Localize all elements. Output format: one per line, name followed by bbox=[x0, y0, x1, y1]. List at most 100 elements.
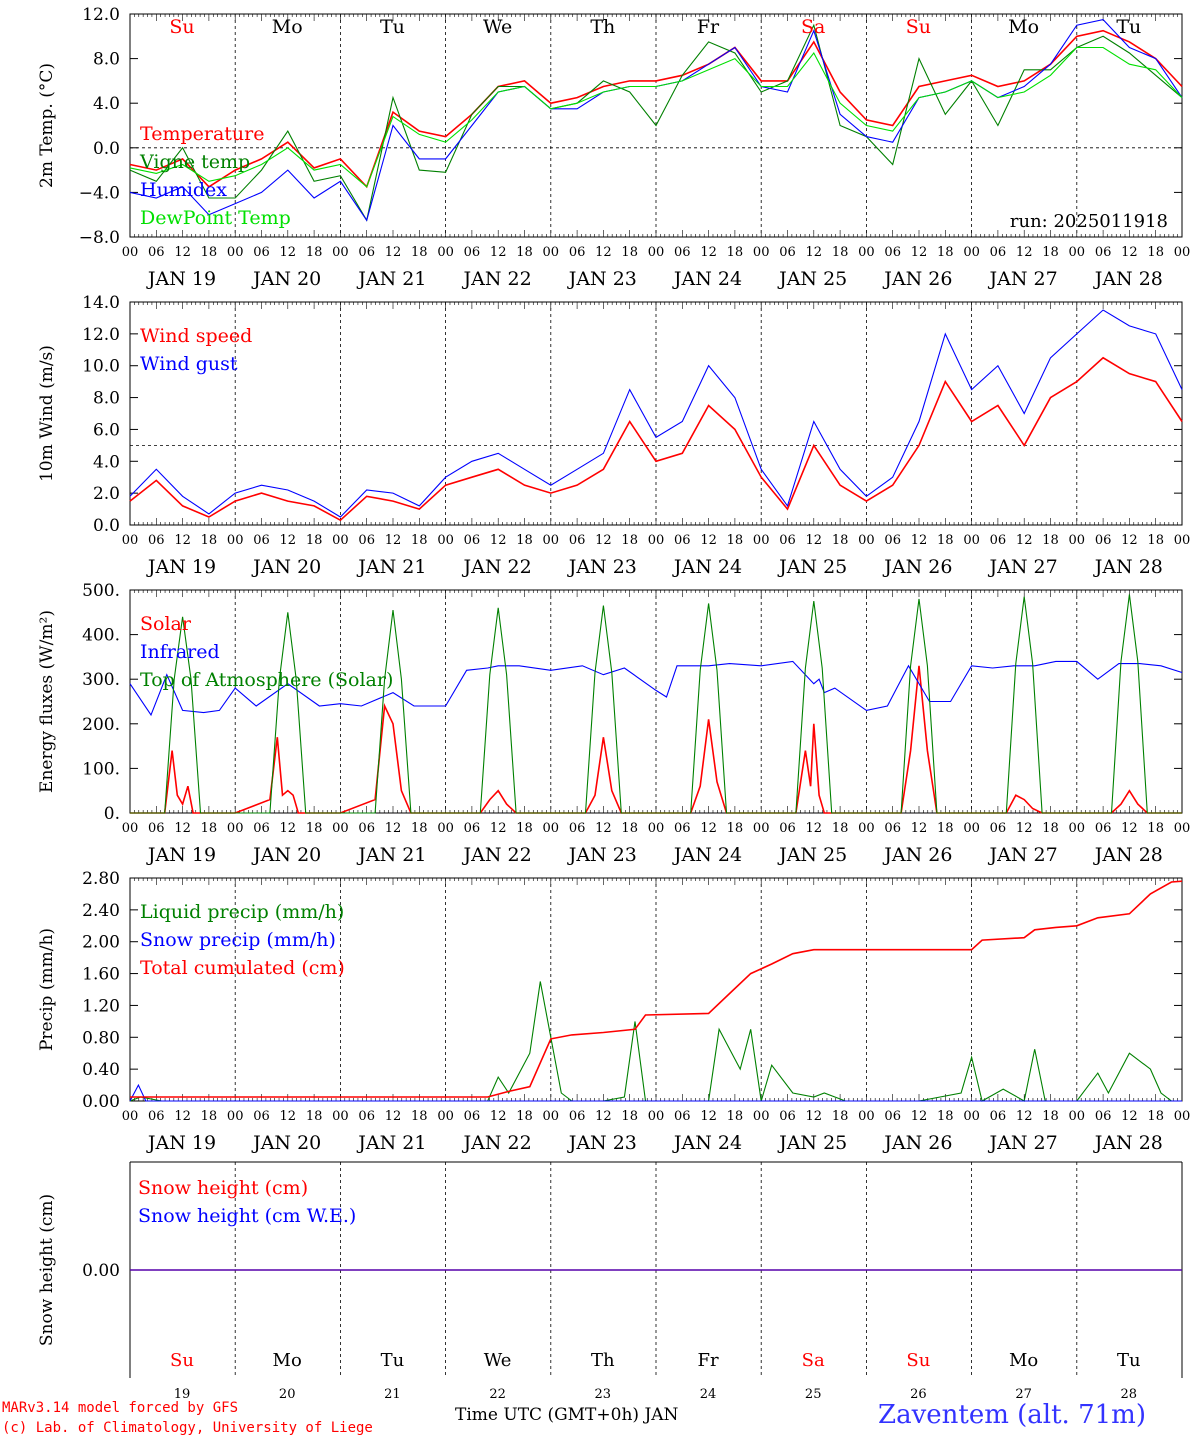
hour-tick-label: 00 bbox=[963, 245, 980, 260]
hour-tick-label: 18 bbox=[201, 245, 218, 260]
hour-tick-label: 06 bbox=[779, 533, 796, 548]
y-tick-label: 0.40 bbox=[82, 1060, 120, 1080]
y-axis-title: Snow height (cm) bbox=[37, 1194, 57, 1346]
date-label: JAN 25 bbox=[777, 556, 847, 578]
weekday-label: Th bbox=[590, 16, 615, 38]
hour-tick-label: 12 bbox=[490, 533, 507, 548]
legend-entry: Snow height (cm) bbox=[138, 1177, 308, 1199]
date-label: JAN 19 bbox=[146, 556, 216, 578]
weekday-label: Th bbox=[591, 1350, 615, 1371]
weekday-label: Mo bbox=[273, 1350, 302, 1371]
hour-tick-label: 18 bbox=[727, 1109, 744, 1124]
y-tick-label: 8.0 bbox=[93, 389, 120, 409]
date-label: JAN 27 bbox=[988, 1132, 1058, 1154]
hour-tick-label: 00 bbox=[543, 1109, 560, 1124]
y-tick-label: 0.00 bbox=[82, 1261, 120, 1281]
chart-panel-2: 14.0 12.0 10.0 8.0 6.0 4.0 2.0 0.0 10m Wind (m/s… bbox=[37, 293, 1190, 578]
date-label: JAN 23 bbox=[567, 268, 637, 290]
hour-tick-label: 18 bbox=[937, 533, 954, 548]
hour-tick-label: 00 bbox=[858, 821, 875, 836]
hour-tick-label: 06 bbox=[148, 1109, 165, 1124]
hour-tick-label: 00 bbox=[753, 1109, 770, 1124]
hour-tick-label: 06 bbox=[569, 245, 586, 260]
hour-tick-label: 06 bbox=[884, 1109, 901, 1124]
hour-tick-label: 12 bbox=[1121, 533, 1138, 548]
date-label: JAN 27 bbox=[988, 844, 1058, 866]
plot-frame bbox=[129, 589, 1183, 814]
hour-tick-label: 18 bbox=[937, 1109, 954, 1124]
chart-panel-3: 500. 400. 300. 200. 100. 0. Energy fluxes (W/m… bbox=[37, 581, 1190, 866]
hour-tick-label: 00 bbox=[543, 245, 560, 260]
hour-tick-label: 06 bbox=[358, 1109, 375, 1124]
hour-tick-label: 18 bbox=[1042, 821, 1059, 836]
hour-tick-label: 12 bbox=[700, 533, 717, 548]
hour-tick-label: 18 bbox=[306, 533, 323, 548]
series-line-2 bbox=[129, 1083, 1182, 1102]
legend-entry: Humidex bbox=[140, 179, 227, 201]
weekday-label: Tu bbox=[1116, 16, 1141, 38]
hour-tick-label: 18 bbox=[411, 245, 428, 260]
hour-tick-label: 06 bbox=[990, 1109, 1007, 1124]
hour-tick-label: 00 bbox=[543, 821, 560, 836]
date-label: JAN 21 bbox=[356, 844, 426, 866]
weekday-label: Sa bbox=[801, 16, 825, 38]
series-line-2 bbox=[129, 309, 1183, 518]
hour-tick-label: 06 bbox=[779, 245, 796, 260]
hour-tick-label: 18 bbox=[306, 245, 323, 260]
hour-tick-label: 06 bbox=[253, 821, 270, 836]
date-label: JAN 27 bbox=[988, 556, 1058, 578]
series-line-3 bbox=[130, 880, 1183, 1098]
hour-tick-label: 12 bbox=[280, 1109, 297, 1124]
hour-tick-label: 00 bbox=[1174, 533, 1191, 548]
y-tick-label: 0. bbox=[104, 804, 120, 824]
legend-entry: Temperature bbox=[140, 123, 264, 145]
day-number-label: 26 bbox=[910, 1387, 927, 1402]
y-tick-label: 0.80 bbox=[82, 1028, 120, 1048]
day-number-label: 27 bbox=[1015, 1387, 1032, 1402]
hour-tick-label: 00 bbox=[858, 533, 875, 548]
series-line-1 bbox=[129, 356, 1183, 522]
hour-tick-label: 00 bbox=[122, 533, 139, 548]
hour-tick-label: 18 bbox=[832, 533, 849, 548]
legend-entry: Wind gust bbox=[140, 353, 238, 375]
y-tick-label: 10.0 bbox=[82, 357, 120, 377]
y-tick-label: 1.20 bbox=[82, 996, 120, 1016]
hour-tick-label: 00 bbox=[753, 533, 770, 548]
hour-tick-label: 12 bbox=[280, 533, 297, 548]
y-axis-title: Energy fluxes (W/m²) bbox=[37, 610, 57, 793]
hour-tick-label: 12 bbox=[700, 821, 717, 836]
hour-tick-label: 06 bbox=[884, 245, 901, 260]
date-label: JAN 25 bbox=[777, 1132, 847, 1154]
date-label: JAN 21 bbox=[356, 1132, 426, 1154]
hour-tick-label: 12 bbox=[490, 821, 507, 836]
legend-entry: Infrared bbox=[140, 641, 220, 663]
legend-entry: DewPoint Temp bbox=[140, 207, 291, 229]
day-number-label: 20 bbox=[279, 1387, 296, 1402]
hour-tick-label: 12 bbox=[1121, 1109, 1138, 1124]
weekday-label: Su bbox=[906, 1350, 930, 1371]
date-label: JAN 22 bbox=[462, 268, 532, 290]
hour-tick-label: 18 bbox=[1147, 245, 1164, 260]
hour-tick-label: 18 bbox=[516, 821, 533, 836]
legend-entry: Wind speed bbox=[140, 325, 252, 347]
day-number-label: 28 bbox=[1121, 1387, 1138, 1402]
hour-tick-label: 06 bbox=[464, 245, 481, 260]
hour-tick-label: 00 bbox=[963, 1109, 980, 1124]
station-name: Zaventem (alt. 71m) bbox=[878, 1400, 1146, 1430]
hour-tick-label: 00 bbox=[227, 245, 244, 260]
hour-tick-label: 00 bbox=[1069, 533, 1086, 548]
hour-tick-label: 00 bbox=[227, 1109, 244, 1124]
y-tick-label: 1.60 bbox=[82, 965, 120, 985]
y-tick-label: 2.00 bbox=[82, 933, 120, 953]
legend-entry: Total cumulated (cm) bbox=[140, 957, 345, 979]
hour-tick-label: 06 bbox=[569, 533, 586, 548]
y-axis-title: Precip (mm/h) bbox=[37, 928, 57, 1051]
hour-tick-label: 06 bbox=[674, 533, 691, 548]
hour-tick-label: 18 bbox=[1042, 245, 1059, 260]
hour-tick-label: 00 bbox=[1174, 1109, 1191, 1124]
hour-tick-label: 00 bbox=[963, 821, 980, 836]
hour-tick-label: 06 bbox=[253, 1109, 270, 1124]
hour-tick-label: 18 bbox=[306, 1109, 323, 1124]
hour-tick-label: 12 bbox=[700, 245, 717, 260]
day-number-label: 25 bbox=[805, 1387, 822, 1402]
